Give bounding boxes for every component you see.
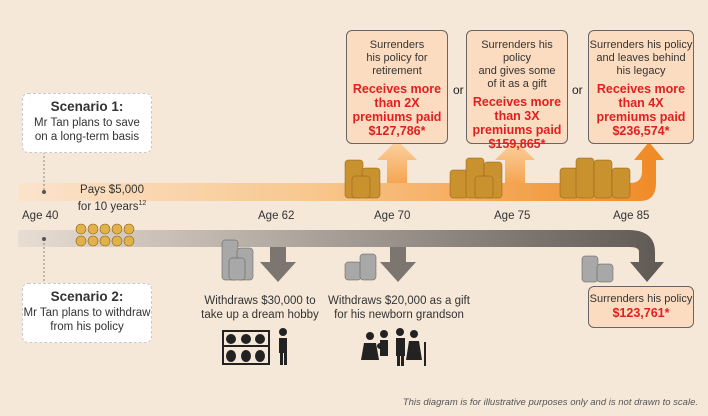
age-62: Age 62 <box>258 210 295 222</box>
withdraw1-label: Withdraws $30,000 to take up a dream hob… <box>198 294 322 322</box>
orange-timeline-arrow <box>18 142 664 201</box>
grey-down-arrow-2 <box>380 247 416 282</box>
box2-red-line: Receives more <box>472 95 562 109</box>
grey-timeline-arrow <box>18 230 664 282</box>
age-85: Age 85 <box>613 210 650 222</box>
box3-red-line: Receives more <box>596 82 686 96</box>
box1-line: retirement <box>372 65 422 77</box>
outcome-box-age85: Surrenders his policy and leaves behind … <box>588 30 694 144</box>
pays-line1: Pays $5,000 <box>80 184 144 196</box>
surrender2-line1: Surrenders his policy <box>589 293 693 305</box>
box3-red-line: premiums paid <box>596 110 686 124</box>
scenario2-box: Scenario 2: Mr Tan plans to withdraw fro… <box>22 283 152 343</box>
box3-amount: $236,574* <box>612 124 670 138</box>
scenario1-box: Scenario 1: Mr Tan plans to save on a lo… <box>22 93 152 153</box>
withdraw1-line1: Withdraws $30,000 to <box>204 295 316 307</box>
pays-line2-wrap: for 10 years12 <box>70 197 154 214</box>
pays-footnote-ref: 12 <box>138 200 147 207</box>
surrender-box-scenario2: Surrenders his policy $123,761* <box>588 286 694 328</box>
box2-amount: $159,865* <box>488 137 546 151</box>
scenario1-desc1: Mr Tan plans to save <box>34 117 140 129</box>
age-75: Age 75 <box>494 210 531 222</box>
silver-coin-stack-3 <box>581 255 614 283</box>
family-icon <box>361 328 426 366</box>
withdraw1-line2: take up a dream hobby <box>201 309 319 321</box>
age-70: Age 70 <box>374 210 411 222</box>
pays-label: Pays $5,000 for 10 years12 <box>70 183 154 214</box>
box2-line: and gives some <box>478 65 556 77</box>
scenario1-desc2: on a long-term basis <box>34 131 140 143</box>
gold-coin-stack-2 <box>449 157 503 199</box>
hobby-icon <box>222 328 287 365</box>
box1-line: his policy for <box>366 52 428 64</box>
silver-coin-stack-2 <box>344 253 377 281</box>
box2-line: Surrenders his policy <box>481 39 553 64</box>
box2-red-line: than 3X <box>494 109 540 123</box>
outcome-box-age75: Surrenders his policy and gives some of … <box>466 30 568 151</box>
withdraw2-label: Withdraws $20,000 as a gift for his newb… <box>326 294 472 322</box>
box1-red-line: Receives more <box>352 82 442 96</box>
box2-line: of it as a gift <box>487 78 547 90</box>
or-label-2: or <box>572 83 583 97</box>
orange-up-arrow-1 <box>377 140 417 183</box>
box1-amount: $127,786* <box>368 124 426 138</box>
coin-row <box>75 223 135 247</box>
scenario2-desc1: Mr Tan plans to withdraw <box>23 307 151 319</box>
footnote: This diagram is for illustrative purpose… <box>402 397 698 408</box>
age-40: Age 40 <box>22 210 59 222</box>
scenario2-desc2: from his policy <box>50 321 124 333</box>
silver-coin-stack-1 <box>221 239 254 281</box>
pays-line2: for 10 years <box>77 200 139 213</box>
or-label-1: or <box>453 83 464 97</box>
box3-red-line: than 4X <box>618 96 664 110</box>
grey-down-arrow-1 <box>260 247 296 282</box>
withdraw2-line2: for his newborn grandson <box>334 309 464 321</box>
orange-up-arrow-2 <box>495 140 535 183</box>
box3-line: his legacy <box>616 65 666 77</box>
scenario1-title: Scenario 1: <box>50 99 124 114</box>
box1-red-line: premiums paid <box>352 110 442 124</box>
outcome-box-age70: Surrenders his policy for retirement Rec… <box>346 30 448 144</box>
box3-line: Surrenders his policy <box>589 39 693 51</box>
withdraw2-line1: Withdraws $20,000 as a gift <box>328 295 470 307</box>
scenario2-title: Scenario 2: <box>50 289 124 304</box>
box1-red-line: than 2X <box>374 96 420 110</box>
surrender2-amount: $123,761* <box>612 306 670 320</box>
gold-coin-stack-1 <box>344 159 381 199</box>
box1-line: Surrenders <box>369 39 425 51</box>
box2-red-line: premiums paid <box>472 123 562 137</box>
box3-line: and leaves behind <box>596 52 686 64</box>
gold-coin-stack-3 <box>559 157 631 199</box>
